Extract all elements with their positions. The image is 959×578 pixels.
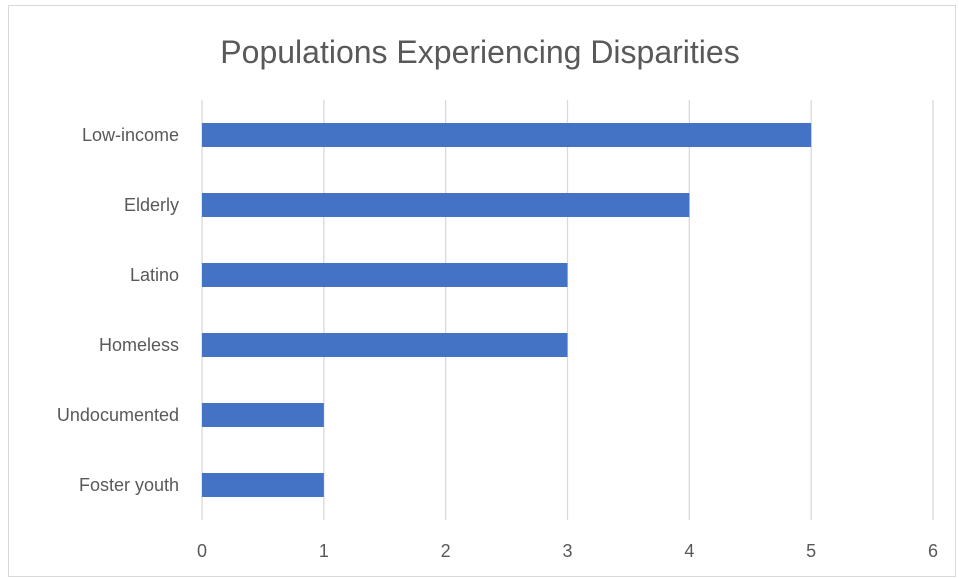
bar-latino bbox=[202, 263, 568, 287]
gridlines bbox=[201, 100, 934, 520]
x-tick-label: 2 bbox=[441, 541, 451, 561]
category-label: Homeless bbox=[99, 335, 179, 355]
category-label: Foster youth bbox=[79, 475, 179, 495]
x-tick-label: 0 bbox=[197, 541, 207, 561]
x-axis-tick-labels: 0 1 2 3 4 5 6 bbox=[197, 541, 938, 561]
bar-undocumented bbox=[202, 403, 324, 427]
bar-homeless bbox=[202, 333, 568, 357]
bar-foster-youth bbox=[202, 473, 324, 497]
x-tick-label: 4 bbox=[684, 541, 694, 561]
chart-frame bbox=[8, 5, 956, 577]
bar-elderly bbox=[202, 193, 690, 217]
x-tick-label: 3 bbox=[562, 541, 572, 561]
category-labels: Low-income Elderly Latino Homeless Undocumen… bbox=[57, 125, 179, 495]
chart-title: Populations Experiencing Disparities bbox=[220, 34, 739, 70]
x-tick-label: 1 bbox=[319, 541, 329, 561]
bars bbox=[202, 123, 812, 497]
x-tick-label: 5 bbox=[806, 541, 816, 561]
bar-low-income bbox=[202, 123, 812, 147]
x-tick-label: 6 bbox=[928, 541, 938, 561]
category-label: Elderly bbox=[124, 195, 179, 215]
category-label: Low-income bbox=[82, 125, 179, 145]
category-label: Latino bbox=[130, 265, 179, 285]
category-label: Undocumented bbox=[57, 405, 179, 425]
